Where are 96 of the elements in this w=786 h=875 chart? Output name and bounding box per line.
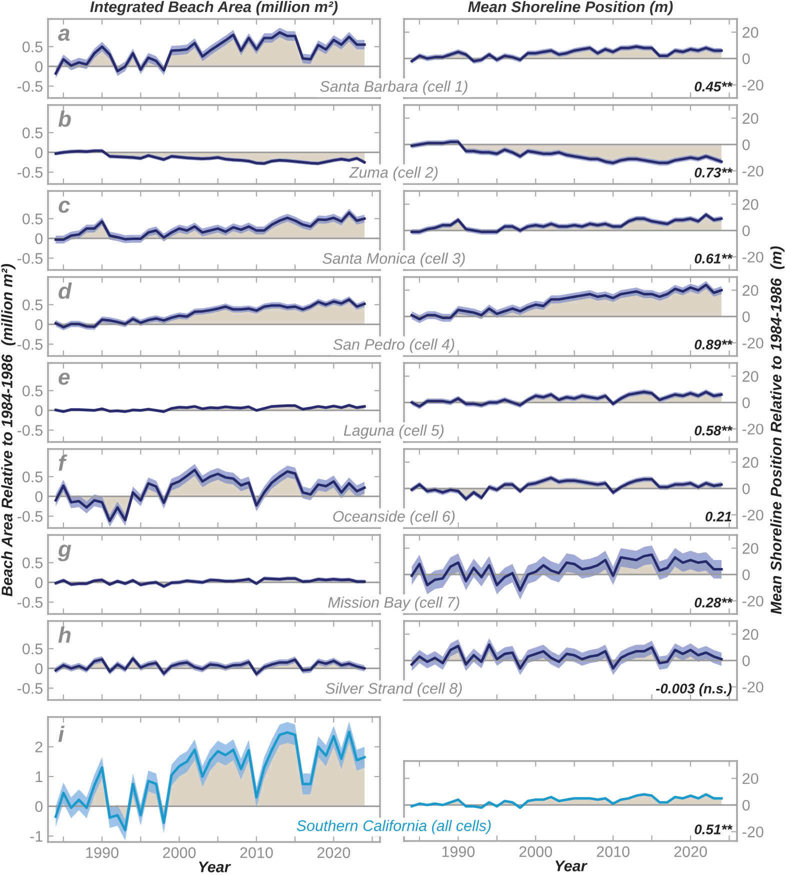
y-tick-label: 0 (35, 405, 43, 416)
y-tick-label: -0.5 (17, 597, 42, 608)
y-tick-label: 0.5 (22, 558, 42, 568)
y2-tick-label: -20 (742, 166, 764, 177)
y2-tick-label: -20 (742, 424, 764, 435)
x-tick-label: 2010 (596, 846, 630, 858)
y-tick-label: 0 (35, 147, 43, 158)
annotation: Southern California (all cells) (296, 820, 491, 834)
annotation: b (58, 110, 71, 127)
annotation: 0.21 (706, 512, 732, 522)
y2-tick-label: 20 (742, 27, 758, 38)
y-tick-label: 0 (35, 61, 43, 72)
y2-tick-label: 0 (742, 800, 750, 811)
y-tick-label: 0 (35, 663, 43, 674)
y2-tick-label: -20 (742, 682, 764, 693)
y2-tick-label: 0 (742, 225, 750, 236)
y2-tick-label: 20 (742, 543, 758, 554)
y2-tick-label: 0 (742, 569, 750, 580)
y-tick-label: 0.5 (22, 644, 42, 654)
annotation: Santa Monica (cell 3) (322, 252, 465, 267)
x-tick-label: 2020 (674, 846, 707, 858)
annotation: i (58, 726, 65, 742)
y-tick-label: 0 (35, 491, 43, 502)
y2-axis-title: Mean Shoreline Position Relative to 1984-1986 (m) (770, 246, 785, 614)
annotation: Santa Barbara (cell 1) (320, 80, 468, 95)
annotation: g (58, 544, 72, 562)
y-tick-label: 1 (36, 772, 42, 782)
annotation: Mission Bay (cell 7) (328, 596, 460, 611)
y2-tick-label: 0 (742, 311, 750, 322)
y-tick-label: -1 (30, 831, 42, 842)
x-tick-label: 2000 (163, 847, 196, 858)
x-tick-label: 2010 (240, 847, 273, 858)
y-tick-label: -0.5 (17, 339, 42, 350)
y-tick-label: -0.5 (17, 683, 42, 694)
annotation: 0.61** (694, 254, 733, 264)
y2-tick-label: -20 (742, 80, 764, 91)
y-tick-label: 0.5 (22, 300, 42, 310)
x-axis-title: Year (199, 862, 231, 872)
annotation: c (58, 200, 70, 213)
y-tick-label: 0.5 (22, 472, 42, 482)
annotation: e (58, 372, 70, 385)
y-tick-label: -0.5 (17, 511, 42, 522)
annotation: 0.89** (694, 340, 733, 350)
chart-title: Integrated Beach Area (million m²) (90, 0, 338, 16)
annotation: Laguna (cell 5) (344, 424, 444, 439)
annotation: f (58, 454, 68, 471)
y2-tick-label: 0 (742, 483, 750, 494)
y2-tick-label: -20 (742, 596, 764, 607)
y2-tick-label: -20 (742, 338, 764, 349)
x-tick-label: 1990 (442, 846, 475, 858)
y-tick-label: 0.5 (22, 386, 42, 396)
chart-title: Mean Shoreline Position (m) (468, 0, 673, 16)
y2-tick-label: 20 (742, 457, 758, 468)
y2-tick-label: 0 (742, 53, 750, 64)
y2-tick-label: 20 (742, 285, 758, 296)
x-tick-label: 2000 (519, 846, 552, 858)
y-tick-label: 0 (35, 319, 43, 330)
annotation: 0.45** (694, 82, 733, 92)
y-tick-label: -0.5 (17, 425, 42, 436)
y-tick-label: -0.5 (17, 81, 42, 92)
y-tick-label: 0.5 (22, 128, 42, 138)
y-tick-label: -0.5 (17, 167, 42, 178)
y-tick-label: 0 (35, 233, 43, 244)
annotation: 0.28** (694, 598, 733, 608)
y2-tick-label: -20 (742, 252, 764, 263)
annotation: San Pedro (cell 4) (333, 338, 454, 353)
y-tick-label: 0 (35, 801, 43, 812)
annotation: Oceanside (cell 6) (333, 510, 455, 525)
y2-tick-label: 0 (742, 655, 750, 666)
y-tick-label: 0.5 (22, 42, 42, 52)
annotation: a (58, 28, 70, 41)
y2-tick-label: -20 (742, 826, 764, 838)
y-axis-title: Beach Area Relative to 1984-1986 (million m²) (1, 264, 16, 596)
y2-tick-label: 0 (742, 139, 750, 150)
annotation: 0.73** (694, 168, 733, 178)
y-tick-label: -0.5 (17, 253, 42, 264)
y-tick-label: 2 (35, 742, 42, 752)
y2-tick-label: 20 (742, 113, 758, 124)
y2-tick-label: 20 (742, 371, 758, 382)
annotation: Zuma (cell 2) (349, 166, 438, 181)
x-tick-label: 1990 (86, 847, 118, 858)
annotation: Silver Strand (cell 8) (326, 682, 462, 697)
annotation: 0.58** (694, 426, 733, 436)
y2-tick-label: 20 (742, 629, 758, 640)
y2-tick-label: -20 (742, 510, 764, 521)
y2-tick-label: 20 (742, 199, 758, 210)
annotation: d (58, 282, 72, 299)
annotation: 0.51** (694, 824, 733, 834)
y-tick-label: 0 (35, 577, 43, 588)
y2-tick-label: 20 (742, 773, 758, 784)
annotation: h (58, 626, 71, 643)
x-tick-label: 2020 (317, 847, 350, 858)
x-axis-title: Year (556, 860, 588, 872)
annotation: -0.003 (n.s.) (656, 683, 732, 696)
y-tick-label: 0.5 (22, 214, 42, 224)
y2-tick-label: 0 (742, 397, 750, 408)
